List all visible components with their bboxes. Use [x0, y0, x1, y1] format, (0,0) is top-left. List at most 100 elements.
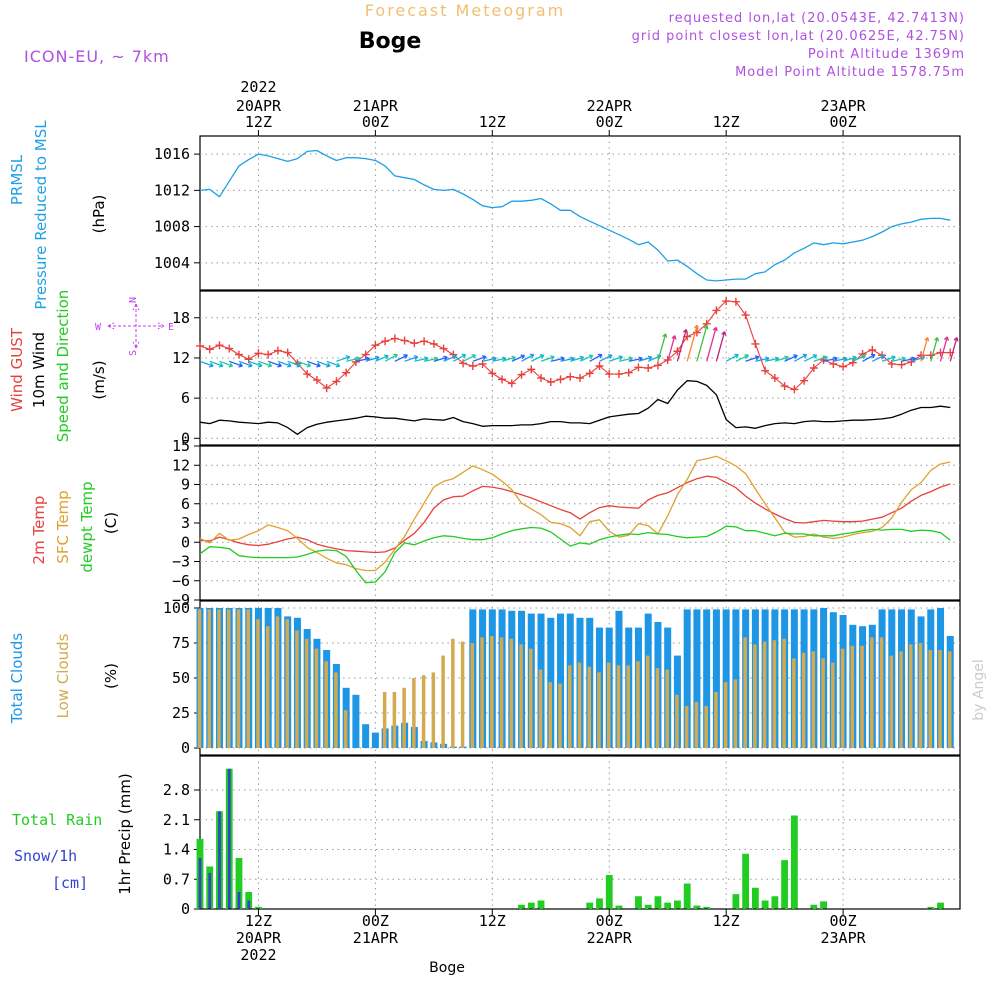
- low-cloud-bar: [392, 692, 397, 748]
- low-cloud-bar: [558, 683, 562, 748]
- total-cloud-bar: [732, 609, 740, 748]
- low-cloud-bar: [295, 630, 299, 748]
- rain-bar: [732, 894, 740, 909]
- gust-marker: [556, 375, 565, 384]
- wind-direction-arrow: [375, 354, 389, 362]
- y-tick-label: 15: [172, 437, 190, 455]
- gust-marker: [488, 369, 497, 378]
- low-cloud-bar: [470, 643, 475, 748]
- wind-direction-arrow: [384, 353, 398, 362]
- y-tick-label: −3: [172, 553, 190, 571]
- low-cloud-bar: [606, 662, 611, 748]
- y-tick-label: 1012: [154, 181, 190, 199]
- gust-marker: [478, 359, 487, 368]
- low-cloud-bar: [519, 644, 523, 748]
- panel-clouds: 0 25 50 75 100: [163, 599, 961, 757]
- wind-direction-arrow: [696, 325, 709, 362]
- wind-direction-arrow: [228, 360, 243, 368]
- gust-marker: [234, 350, 243, 359]
- low-cloud-bar: [870, 637, 874, 748]
- wind-direction-arrow: [862, 353, 876, 362]
- gust-marker: [848, 358, 857, 367]
- panel-labels: PRMSL Pressure Reduced to MSL (hPa) Wind GU…: [8, 120, 174, 895]
- wind-unit: (m/s): [90, 360, 108, 399]
- wind-direction-arrow: [949, 337, 959, 362]
- low-cloud-bar: [538, 669, 543, 748]
- wind-direction-arrow: [676, 329, 688, 362]
- low-cloud-bar: [460, 641, 465, 748]
- rain-bar: [235, 858, 243, 909]
- pressure-line: [199, 149, 951, 282]
- gust-marker: [215, 341, 224, 350]
- wind-direction-arrow: [852, 354, 867, 362]
- low-cloud-bar: [928, 650, 933, 748]
- bottom-time-label: 12Z: [713, 912, 740, 930]
- gust-marker: [527, 365, 536, 374]
- rain-bar: [654, 896, 662, 909]
- wind-direction-arrow: [589, 353, 603, 362]
- total-cloud-bar: [703, 609, 711, 748]
- gust-marker: [576, 374, 584, 383]
- gust-marker: [342, 368, 351, 377]
- gust-marker: [751, 339, 760, 348]
- gust-marker: [322, 384, 331, 393]
- wind-direction-arrow: [365, 355, 380, 362]
- wind-direction-arrow: [872, 354, 886, 362]
- gust-marker: [303, 370, 312, 379]
- low-cloud-bar: [207, 609, 212, 748]
- low-cloud-bar: [645, 655, 650, 748]
- gust-marker: [595, 361, 604, 370]
- wind-gust-label: Wind GUST: [8, 327, 26, 412]
- gust-marker: [498, 375, 507, 384]
- gust-marker: [429, 339, 438, 348]
- gust-marker: [264, 350, 273, 359]
- temp-unit: (C): [102, 512, 120, 534]
- footer-location: Boge: [429, 960, 465, 976]
- wind-direction-arrow: [277, 360, 292, 368]
- gust-marker: [254, 349, 263, 358]
- top-time-label: 12Z: [245, 113, 272, 131]
- point-altitude: Point Altitude 1369m: [808, 47, 965, 62]
- gust-marker: [390, 334, 399, 343]
- wind-direction-arrow: [238, 360, 253, 368]
- dewpoint-line: [199, 525, 951, 584]
- compass-north: N: [128, 297, 139, 303]
- gust-marker: [653, 361, 662, 370]
- wind-direction-arrow: [258, 360, 273, 368]
- rain-bar: [605, 875, 613, 909]
- panels: 1004100810121016061218−9−6−3036912150255…: [154, 135, 961, 918]
- low-cloud-bar: [402, 687, 406, 748]
- wind-direction-arrow: [579, 354, 594, 362]
- rain-bar: [674, 900, 681, 909]
- y-tick-label: −9: [172, 591, 190, 609]
- wind-direction-arrow: [199, 360, 214, 368]
- gust-marker: [761, 366, 770, 375]
- gust-marker: [809, 364, 818, 372]
- top-time-label: 00Z: [596, 113, 623, 131]
- gust-marker: [712, 306, 721, 315]
- y-tick-label: −6: [172, 572, 190, 590]
- wind-direction-arrow: [521, 353, 535, 362]
- low-cloud-bar: [909, 644, 913, 748]
- low-cloud-bar: [441, 655, 445, 748]
- y-tick-label: 1.4: [163, 841, 190, 859]
- wind-direction-arrow: [813, 355, 828, 362]
- low-cloud-bar: [568, 665, 572, 748]
- bottom-time-label: 20APR: [236, 929, 282, 947]
- total-cloud-bar: [712, 609, 720, 748]
- gust-marker: [614, 370, 623, 379]
- low-cloud-bar: [314, 648, 319, 748]
- gust-marker: [400, 336, 409, 345]
- wind-direction-arrow: [842, 355, 857, 362]
- low-cloud-bar: [509, 638, 514, 748]
- gust-marker: [692, 328, 701, 337]
- y-tick-label: 6: [181, 495, 190, 513]
- low-cloud-bar: [684, 706, 689, 748]
- y-tick-label: 6: [181, 389, 190, 407]
- rain-bar: [771, 896, 779, 909]
- wind-direction-arrow: [462, 354, 477, 362]
- gust-marker: [868, 345, 877, 354]
- y-tick-label: 2.1: [163, 811, 190, 829]
- low-cloud-bar: [762, 641, 767, 748]
- wind-speed-line: [199, 380, 951, 435]
